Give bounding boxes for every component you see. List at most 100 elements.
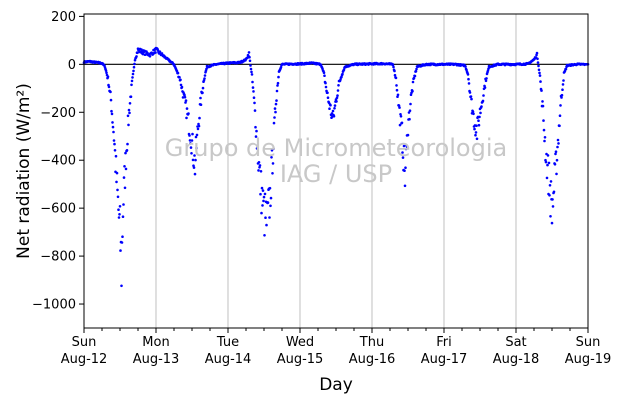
data-point — [470, 97, 473, 101]
data-point — [195, 133, 199, 137]
data-point — [127, 108, 131, 112]
data-point — [482, 94, 485, 97]
data-point — [558, 114, 562, 117]
y-tick-label: −1000 — [32, 298, 76, 313]
data-point — [404, 166, 407, 169]
data-point — [261, 189, 265, 192]
data-point — [546, 163, 549, 167]
data-point — [248, 59, 252, 63]
data-point — [256, 144, 259, 148]
data-point — [120, 284, 123, 288]
data-point — [193, 154, 196, 157]
data-point — [554, 152, 557, 156]
data-point — [558, 124, 561, 128]
data-point — [272, 121, 276, 125]
data-point — [276, 81, 280, 85]
data-point — [481, 99, 485, 103]
data-point — [261, 204, 264, 207]
data-point — [400, 121, 404, 125]
data-point — [477, 123, 481, 127]
data-point — [477, 119, 480, 122]
x-tick-date: Aug-17 — [421, 352, 468, 367]
data-point — [121, 215, 125, 218]
data-point — [194, 158, 197, 162]
data-point — [546, 154, 550, 157]
data-point — [133, 62, 136, 66]
data-point — [259, 192, 262, 196]
data-point — [535, 51, 539, 55]
data-point — [141, 52, 145, 56]
y-tick-label: −800 — [40, 250, 76, 265]
x-tick-weekday: Fri — [436, 335, 452, 350]
data-point — [269, 196, 273, 200]
data-point — [264, 216, 267, 219]
data-point — [257, 161, 261, 164]
data-point — [548, 194, 551, 197]
data-point — [474, 131, 478, 134]
data-point — [408, 117, 411, 121]
data-point — [554, 150, 558, 153]
data-point — [564, 67, 568, 71]
data-point — [262, 195, 266, 199]
data-point — [561, 83, 565, 86]
data-point — [395, 88, 399, 92]
data-point — [185, 107, 189, 110]
data-point — [268, 216, 271, 219]
data-point — [197, 122, 200, 126]
data-point — [268, 186, 272, 190]
data-point — [412, 76, 416, 80]
data-point — [537, 68, 541, 72]
data-point — [323, 74, 326, 77]
data-point — [249, 67, 253, 71]
data-point — [254, 125, 257, 129]
x-tick-date: Aug-16 — [349, 352, 396, 367]
data-point — [551, 205, 555, 208]
data-point — [331, 109, 335, 113]
data-point — [187, 112, 190, 115]
data-point — [475, 137, 479, 141]
data-point — [106, 75, 110, 78]
data-point — [115, 180, 118, 184]
data-point — [414, 69, 418, 73]
y-tick-label: −200 — [40, 106, 76, 121]
data-point — [541, 100, 544, 103]
data-point — [131, 72, 135, 76]
x-axis-title: Day — [319, 375, 353, 395]
data-point — [251, 80, 254, 84]
data-point — [263, 234, 266, 237]
data-point — [467, 82, 471, 85]
data-point — [279, 66, 283, 69]
data-point — [469, 95, 473, 98]
data-point — [401, 156, 405, 159]
x-tick-weekday: Thu — [359, 335, 384, 350]
x-tick-weekday: Tue — [216, 335, 239, 350]
data-point — [126, 114, 130, 118]
data-point — [197, 124, 201, 128]
data-point — [324, 85, 328, 89]
data-point — [471, 110, 475, 114]
data-point — [395, 84, 398, 87]
data-point — [180, 85, 184, 89]
data-point — [335, 100, 338, 103]
data-point — [557, 142, 560, 145]
data-point — [549, 180, 553, 183]
data-point — [401, 151, 404, 154]
data-point — [119, 249, 122, 252]
data-point — [394, 76, 398, 80]
data-point — [189, 146, 193, 149]
data-point — [402, 144, 406, 148]
data-point — [251, 86, 255, 89]
data-point — [541, 104, 545, 108]
x-tick-date: Aug-19 — [565, 352, 612, 367]
data-point — [276, 84, 279, 87]
data-point — [203, 77, 206, 80]
data-point — [538, 74, 542, 77]
data-point — [140, 48, 143, 51]
data-point — [247, 51, 251, 54]
data-point — [191, 158, 195, 162]
data-point — [271, 162, 275, 165]
data-point — [560, 93, 564, 97]
data-point — [113, 142, 116, 146]
data-point — [464, 65, 467, 68]
